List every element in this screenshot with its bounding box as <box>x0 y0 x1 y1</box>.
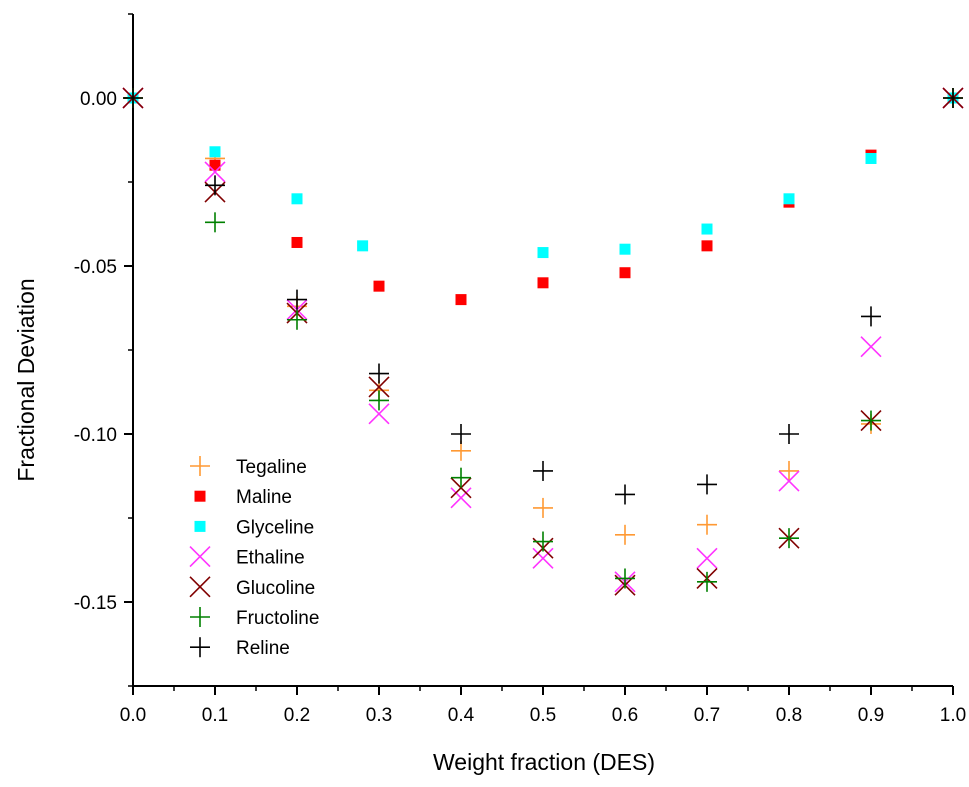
legend-marker <box>194 490 206 502</box>
data-point <box>696 547 718 569</box>
data-point <box>701 240 713 252</box>
legend-label: Tegaline <box>236 457 307 478</box>
data-point <box>209 159 221 171</box>
data-point <box>537 277 549 289</box>
data-point <box>451 424 471 444</box>
y-tick-label: -0.05 <box>74 257 117 278</box>
data-point <box>451 467 471 488</box>
data-point <box>532 547 554 569</box>
legend-marker <box>190 607 210 627</box>
x-tick-label: 0.8 <box>776 705 802 726</box>
data-point <box>287 309 307 330</box>
legend: Tegaline Maline Glyceline Ethaline Glucoline… <box>189 456 319 659</box>
data-point <box>450 477 472 499</box>
series-reline <box>123 88 963 505</box>
data-point <box>537 247 549 259</box>
data-point <box>286 299 308 321</box>
x-tick-label: 0.4 <box>448 705 475 726</box>
data-point <box>779 528 799 549</box>
legend-label: Glyceline <box>236 517 314 538</box>
legend-marker <box>190 637 210 658</box>
data-point <box>697 571 717 592</box>
data-point <box>368 403 390 425</box>
data-point <box>533 531 553 552</box>
data-point <box>783 193 795 205</box>
data-point <box>369 363 389 384</box>
data-point <box>291 236 303 248</box>
series-fructoline <box>123 88 963 592</box>
legend-marker <box>190 456 210 476</box>
data-point <box>615 484 635 505</box>
data-point <box>450 487 472 509</box>
x-tick-label: 0.9 <box>858 705 884 726</box>
legend-label: Fructoline <box>236 608 319 629</box>
legend-label: Reline <box>236 638 290 659</box>
x-tick-label: 0.7 <box>694 705 720 726</box>
y-axis-title: Fractional Deviation <box>13 278 39 481</box>
x-tick-label: 0.0 <box>120 705 146 726</box>
y-tick-label: -0.15 <box>74 593 117 614</box>
legend-item-fructoline: Fructoline <box>190 607 319 629</box>
data-point <box>204 161 226 183</box>
legend-item-ethaline: Ethaline <box>189 546 305 569</box>
data-point <box>533 460 553 481</box>
series-maline <box>127 92 959 306</box>
axes-layer: 0.0 0.1 0.2 0.3 0.4 0.5 0.6 0.7 0.8 0.9 1.0 0.00 -0.… <box>74 13 966 726</box>
data-point <box>205 175 225 196</box>
legend-item-maline: Maline <box>194 487 292 508</box>
x-tick-label: 0.6 <box>612 705 638 726</box>
data-point <box>287 289 307 310</box>
legend-marker <box>194 520 206 532</box>
data-point <box>779 460 799 481</box>
legend-label: Ethaline <box>236 548 305 569</box>
data-point <box>205 212 225 233</box>
data-point <box>779 424 799 444</box>
y-tick-label: -0.10 <box>74 425 117 446</box>
legend-item-glyceline: Glyceline <box>194 517 314 538</box>
data-point <box>619 243 631 255</box>
legend-item-glucoline: Glucoline <box>189 576 315 599</box>
legend-marker <box>189 576 211 598</box>
legend-item-tegaline: Tegaline <box>190 456 307 478</box>
x-tick-label: 0.3 <box>366 705 392 726</box>
data-point <box>368 376 390 398</box>
data-point <box>373 280 385 292</box>
y-tick-label: 0.00 <box>80 89 117 110</box>
x-tick-label: 0.5 <box>530 705 556 726</box>
data-point <box>701 223 713 235</box>
data-point <box>943 88 963 108</box>
data-point <box>615 568 635 589</box>
data-point <box>123 88 143 108</box>
data-point <box>357 240 369 252</box>
legend-label: Maline <box>236 487 292 508</box>
data-point <box>451 440 471 461</box>
data-marks-layer <box>122 87 964 596</box>
data-point <box>619 267 631 279</box>
data-point <box>369 390 389 411</box>
x-tick-label: 0.1 <box>202 705 228 726</box>
x-tick-label: 1.0 <box>940 705 966 726</box>
series-glyceline <box>127 92 959 259</box>
data-point <box>533 497 553 518</box>
data-point <box>455 294 467 306</box>
data-point <box>865 152 877 164</box>
data-point <box>697 514 717 535</box>
data-point <box>778 470 800 492</box>
data-point <box>209 146 221 158</box>
legend-label: Glucoline <box>236 578 315 599</box>
data-point <box>615 524 635 545</box>
data-point <box>861 306 881 327</box>
x-tick-label: 0.2 <box>284 705 310 726</box>
data-point <box>697 474 717 495</box>
data-point <box>860 336 882 358</box>
x-axis-title: Weight fraction (DES) <box>433 749 655 775</box>
data-point <box>861 410 881 431</box>
legend-item-reline: Reline <box>190 637 290 659</box>
legend-marker <box>189 546 211 568</box>
data-point <box>291 193 303 205</box>
